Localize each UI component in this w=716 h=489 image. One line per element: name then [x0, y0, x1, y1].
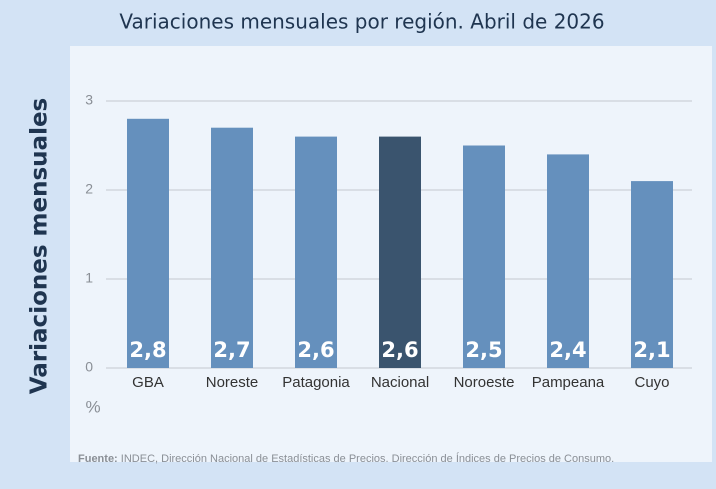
y-tick-label: 1 [85, 270, 93, 286]
x-tick-label: Patagonia [282, 374, 350, 391]
value-label: 2,6 [381, 338, 418, 362]
source-label: Fuente: [78, 453, 118, 465]
bar [379, 136, 421, 368]
y-tick-label: 3 [85, 92, 93, 108]
bar [295, 136, 337, 368]
value-label: 2,6 [297, 338, 334, 362]
x-tick-label: Cuyo [634, 374, 669, 391]
x-tick-label: Noroeste [454, 374, 515, 391]
y-tick-label: 0 [85, 359, 93, 375]
bar [211, 127, 253, 368]
x-tick-label: Nacional [371, 374, 429, 391]
source: Fuente: INDEC, Dirección Nacional de Est… [78, 452, 614, 465]
chart-title: Variaciones mensuales por región. Abril … [119, 10, 604, 34]
value-label: 2,4 [549, 338, 586, 362]
value-label: 2,1 [633, 338, 670, 362]
x-tick-label: Pampeana [532, 374, 605, 391]
value-label: 2,5 [465, 338, 502, 362]
y-axis-label: Variaciones mensuales [27, 98, 53, 395]
bar [463, 145, 505, 368]
value-label: 2,8 [129, 338, 166, 362]
y-tick-label: 2 [85, 181, 93, 197]
value-label: 2,7 [213, 338, 250, 362]
x-tick-label: GBA [132, 374, 164, 391]
source-text: INDEC, Dirección Nacional de Estadística… [121, 452, 614, 465]
bar [547, 154, 589, 368]
bar [631, 181, 673, 368]
bar [127, 118, 169, 368]
y-unit: % [85, 397, 100, 416]
x-tick-label: Noreste [206, 374, 259, 391]
